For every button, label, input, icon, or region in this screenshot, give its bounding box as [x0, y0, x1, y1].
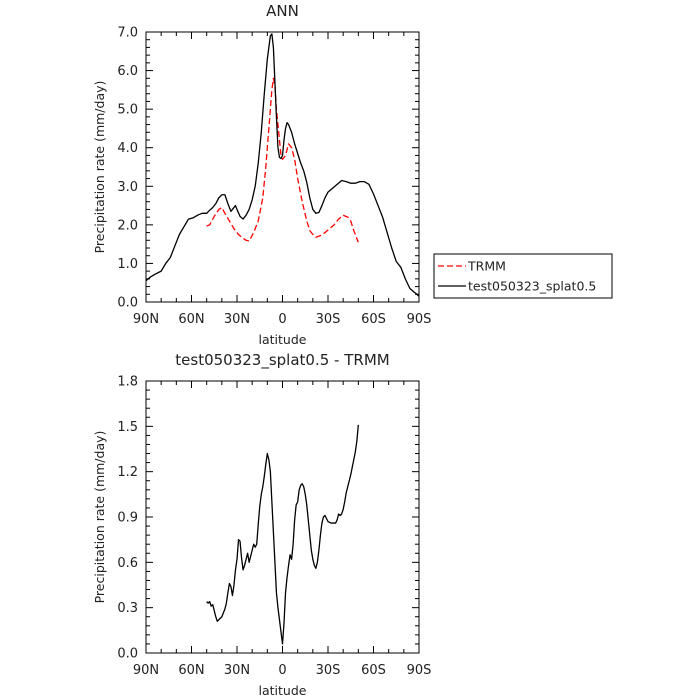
top-y-tick-label: 0.0: [117, 296, 138, 311]
chart-bottom-panel: test050323_splat0.5 - TRMM 90N 60N 30N 0 30S 6…: [92, 351, 431, 698]
bottom-x-tick-label: 90S: [407, 663, 432, 678]
chart-legend: TRMM test050323_splat0.5: [433, 253, 613, 299]
bottom-x-axis-label: latitude: [259, 683, 307, 698]
top-x-tick-label: 0: [278, 312, 286, 327]
bottom-y-tick-label: 0.6: [117, 556, 138, 571]
top-y-axis-label: Precipitation rate (mm/day): [92, 81, 107, 254]
bottom-chart-title: test050323_splat0.5 - TRMM: [175, 351, 389, 370]
chart-top-panel: ANN 90N 60N 30N 0 30S 60S 90S 0.0 1.0 2.0 3.0 4.0 5.0…: [92, 2, 431, 347]
top-y-tick-label: 4.0: [117, 141, 138, 156]
top-y-tick-label: 5.0: [117, 103, 138, 118]
top-y-tick-label: 2.0: [117, 218, 138, 233]
bottom-x-tick-label: 30S: [316, 663, 341, 678]
bottom-x-tick-label: 30N: [224, 663, 250, 678]
bottom-y-tick-label: 1.2: [117, 465, 138, 480]
top-plot-frame: [145, 31, 420, 303]
bottom-series-line-diff-0: [206, 424, 359, 645]
top-chart-title: ANN: [266, 2, 299, 20]
bottom-y-tick-label: 0.9: [117, 511, 138, 526]
bottom-y-tick-label: 1.5: [117, 420, 138, 435]
bottom-x-tick-label: 60S: [361, 663, 386, 678]
bottom-y-axis-label: Precipitation rate (mm/day): [92, 431, 107, 604]
top-y-tick-label: 7.0: [117, 26, 138, 41]
legend-label: TRMM: [467, 259, 506, 274]
bottom-y-tick-label: 0.3: [117, 601, 138, 616]
top-x-tick-label: 90S: [407, 312, 432, 327]
legend-box: [433, 253, 613, 299]
top-y-tick-label: 3.0: [117, 180, 138, 195]
legend-label: test050323_splat0.5: [468, 279, 596, 294]
top-y-tick-label: 1.0: [117, 257, 138, 272]
top-x-axis-label: latitude: [259, 332, 307, 347]
bottom-y-tick-label: 0.0: [117, 647, 138, 662]
top-series-line-trmm: [206, 77, 359, 243]
bottom-y-tick-label: 1.8: [117, 375, 138, 390]
top-x-tick-label: 90N: [133, 312, 159, 327]
top-series-line-test050323-splat0-5: [145, 33, 420, 297]
bottom-x-tick-label: 0: [278, 663, 286, 678]
top-x-tick-label: 60N: [178, 312, 204, 327]
top-x-tick-label: 30S: [316, 312, 341, 327]
bottom-plot-frame: [145, 380, 420, 654]
bottom-x-tick-label: 90N: [133, 663, 159, 678]
top-x-tick-label: 60S: [361, 312, 386, 327]
top-y-tick-label: 6.0: [117, 64, 138, 79]
top-x-tick-label: 30N: [224, 312, 250, 327]
bottom-x-tick-label: 60N: [178, 663, 204, 678]
